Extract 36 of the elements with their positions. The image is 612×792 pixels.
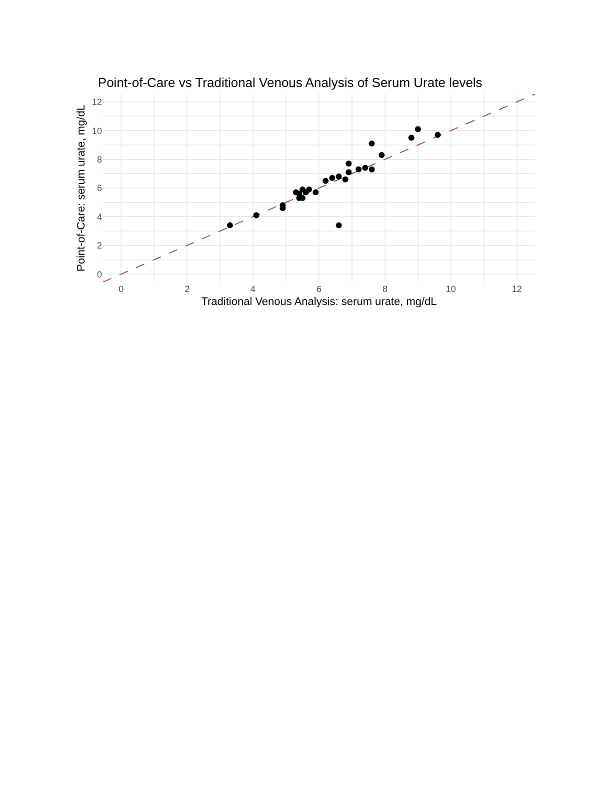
x-tick-label: 6 bbox=[316, 284, 322, 294]
point bbox=[356, 166, 362, 172]
point bbox=[226, 222, 233, 228]
x-tick-label: 10 bbox=[446, 284, 456, 294]
y-tick-label: 0 bbox=[96, 269, 102, 280]
point bbox=[253, 212, 260, 218]
y-tick-label: 8 bbox=[96, 154, 102, 164]
point bbox=[346, 169, 352, 176]
y-tick-label: 12 bbox=[92, 97, 102, 108]
x-axis-title: Traditional Venous Analysis: serum urate, mg/dL bbox=[201, 296, 437, 308]
point bbox=[322, 178, 329, 184]
y-tick-label: 6 bbox=[96, 183, 102, 194]
point bbox=[306, 186, 312, 192]
point bbox=[368, 166, 375, 172]
chart-title: Point-of-Care vs Traditional Venous Analysis of Serum Urate levels bbox=[98, 74, 483, 90]
point bbox=[362, 164, 368, 171]
point bbox=[368, 140, 375, 147]
x-tick-label: 4 bbox=[250, 284, 256, 294]
x-tick-label: 2 bbox=[184, 284, 190, 294]
point bbox=[336, 222, 342, 228]
point bbox=[408, 134, 414, 141]
point bbox=[434, 132, 441, 138]
point bbox=[414, 126, 421, 132]
point bbox=[329, 174, 336, 181]
y-axis-title: Point-of-Care: serum urate, mg/dL bbox=[76, 104, 88, 272]
point bbox=[346, 160, 352, 167]
point bbox=[336, 174, 342, 180]
x-tick-label: 0 bbox=[118, 284, 124, 294]
point bbox=[378, 152, 385, 158]
x-tick-label: 12 bbox=[512, 284, 522, 294]
point bbox=[342, 176, 348, 182]
x-tick-label: 8 bbox=[382, 284, 388, 294]
point bbox=[312, 189, 319, 196]
y-tick-label: 2 bbox=[96, 240, 102, 251]
y-tick-label: 4 bbox=[96, 212, 102, 222]
y-tick-label: 10 bbox=[92, 126, 102, 136]
